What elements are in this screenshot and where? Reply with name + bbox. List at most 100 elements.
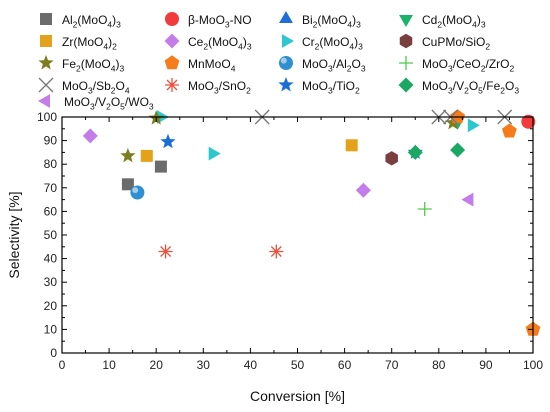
series-ce2-moo4-3 bbox=[82, 128, 371, 198]
data-point-beta-moo3-no bbox=[521, 114, 536, 129]
x-tick-label: 30 bbox=[197, 358, 211, 372]
legend-marker-bi2-moo4-3 bbox=[279, 11, 293, 23]
legend-item-moo3-v2o5-fe2o3: MoO3/V2O5/Fe2O3 bbox=[398, 77, 519, 96]
legend-item-zr-moo4-2: Zr(MoO4)2 bbox=[40, 35, 117, 52]
legend-label-ce2-moo4-3: Ce2(MoO4)3 bbox=[188, 35, 252, 52]
x-tick-label: 60 bbox=[338, 358, 352, 372]
legend-marker-moo3-al2o3 bbox=[279, 56, 293, 70]
legend-item-moo3-tio2: MoO3/TiO2 bbox=[278, 77, 360, 96]
y-tick-label: 100 bbox=[37, 110, 57, 124]
legend-item-moo3-al2o3: MoO3/Al2O3 bbox=[279, 56, 366, 74]
x-tick-label: 0 bbox=[59, 358, 66, 372]
legend-marker-ce2-moo4-3 bbox=[164, 33, 180, 49]
legend-label-moo3-al2o3: MoO3/Al2O3 bbox=[302, 57, 366, 74]
legend-label-moo3-v2o5-fe2o3: MoO3/V2O5/Fe2O3 bbox=[422, 79, 519, 96]
x-tick-label: 20 bbox=[150, 358, 164, 372]
legend-item-mnmoo4: MnMoO4 bbox=[164, 55, 236, 74]
series-moo3-tio2 bbox=[160, 133, 423, 159]
legend-marker-moo3-v2o5-fe2o3 bbox=[398, 77, 414, 93]
y-tick-label: 30 bbox=[44, 275, 58, 289]
legend-marker-beta-moo3-no bbox=[165, 12, 179, 26]
data-point-moo3-al2o3 bbox=[130, 185, 145, 200]
legend-marker-al2-moo4-3 bbox=[40, 13, 52, 25]
legend-label-cupmo-sio2: CuPMo/SiO2 bbox=[422, 35, 490, 52]
series-zr-moo4-2 bbox=[140, 139, 358, 162]
series-moo3-v2o5-fe2o3 bbox=[407, 142, 466, 160]
data-point-cr2-moo4-3 bbox=[467, 118, 480, 133]
series-cupmo-sio2 bbox=[385, 151, 398, 166]
legend-item-cr2-moo4-3: Cr2(MoO4)3 bbox=[282, 34, 363, 52]
legend-label-bi2-moo4-3: Bi2(MoO4)3 bbox=[302, 13, 361, 30]
data-point-moo3-sno2 bbox=[269, 244, 284, 259]
data-point-moo3-sno2 bbox=[158, 244, 173, 259]
legend-marker-moo3-v2o5-wo3 bbox=[38, 94, 50, 108]
data-point-moo3-ceo2-zro2 bbox=[417, 202, 432, 216]
legend-marker-cupmo-sio2 bbox=[399, 33, 413, 49]
legend: Al2(MoO4)3 β-MoO3-NO Bi2(MoO4)3 Cd2(MoO4)3 Z… bbox=[38, 11, 519, 112]
legend-marker-cr2-moo4-3 bbox=[282, 34, 294, 48]
legend-item-fe2-moo4-3: Fe2(MoO4)3 bbox=[38, 55, 124, 74]
y-axis-title: Selectivity [%] bbox=[6, 191, 22, 278]
y-tick-label: 90 bbox=[44, 134, 58, 148]
data-point-mnmoo4 bbox=[450, 109, 466, 124]
data-point-cupmo-sio2 bbox=[385, 151, 398, 166]
x-axis-title: Conversion [%] bbox=[250, 388, 345, 404]
data-point-ce2-moo4-3 bbox=[82, 128, 98, 144]
y-tick-label: 0 bbox=[50, 346, 57, 360]
y-tick-label: 70 bbox=[44, 181, 58, 195]
legend-label-mnmoo4: MnMoO4 bbox=[188, 57, 236, 74]
data-point-moo3-v2o5-fe2o3 bbox=[407, 144, 423, 160]
axes: 0 10 20 30 40 50 60 70 80 90 100 0 10 20 30 40 50 60 70 80 9… bbox=[6, 110, 543, 404]
y-tick-label: 60 bbox=[44, 204, 58, 218]
series-moo3-sno2 bbox=[158, 244, 284, 259]
legend-marker-moo3-tio2 bbox=[278, 77, 294, 92]
series-moo3-ceo2-zro2 bbox=[417, 202, 432, 216]
legend-item-moo3-sb2o4: MoO3/Sb2O4 bbox=[38, 77, 130, 96]
legend-item-beta-moo3-no: β-MoO3-NO bbox=[165, 12, 252, 30]
legend-item-ce2-moo4-3: Ce2(MoO4)3 bbox=[164, 33, 252, 52]
y-tick-label: 80 bbox=[44, 157, 58, 171]
data-point-zr-moo4-2 bbox=[345, 139, 358, 152]
legend-marker-cd2-moo4-3 bbox=[399, 15, 413, 27]
legend-item-moo3-ceo2-zro2: MoO3/CeO2/ZrO2 bbox=[399, 56, 515, 74]
data-point-ce2-moo4-3 bbox=[355, 182, 371, 198]
series-al2-moo4-3 bbox=[121, 160, 167, 191]
legend-marker-zr-moo4-2 bbox=[40, 35, 52, 47]
series-beta-moo3-no bbox=[521, 114, 536, 129]
data-point-moo3-v2o5-fe2o3 bbox=[450, 142, 466, 158]
data-point-zr-moo4-2 bbox=[140, 149, 153, 162]
data-point-cr2-moo4-3 bbox=[208, 146, 221, 161]
data-point-moo3-v2o5-wo3 bbox=[461, 192, 474, 207]
data-point-al2-moo4-3 bbox=[121, 178, 134, 191]
x-tick-label: 10 bbox=[102, 358, 116, 372]
legend-label-moo3-sno2: MoO3/SnO2 bbox=[188, 79, 251, 96]
legend-label-al2-moo4-3: Al2(MoO4)3 bbox=[62, 13, 121, 30]
legend-marker-moo3-sno2 bbox=[165, 78, 179, 92]
data-point-mnmoo4 bbox=[501, 123, 517, 138]
series-fe2-moo4-3 bbox=[120, 110, 461, 163]
y-tick-label: 50 bbox=[44, 228, 58, 242]
legend-item-moo3-v2o5-wo3: MoO3/V2O5/WO3 bbox=[38, 94, 154, 112]
plot-area bbox=[82, 109, 541, 336]
legend-label-moo3-tio2: MoO3/TiO2 bbox=[302, 79, 360, 96]
series-mnmoo4 bbox=[450, 109, 541, 336]
y-tick-label: 10 bbox=[44, 322, 58, 336]
legend-label-fe2-moo4-3: Fe2(MoO4)3 bbox=[62, 57, 124, 74]
legend-marker-moo3-ceo2-zro2 bbox=[399, 56, 413, 70]
y-tick-label: 20 bbox=[44, 299, 58, 313]
legend-label-moo3-v2o5-wo3: MoO3/V2O5/WO3 bbox=[64, 95, 154, 112]
legend-marker-moo3-sb2o4 bbox=[38, 77, 54, 93]
data-point-fe2-moo4-3 bbox=[120, 147, 136, 163]
legend-item-moo3-sno2: MoO3/SnO2 bbox=[165, 78, 251, 96]
data-point-moo3-tio2 bbox=[160, 133, 176, 149]
legend-label-moo3-ceo2-zro2: MoO3/CeO2/ZrO2 bbox=[422, 57, 515, 74]
legend-item-cd2-moo4-3: Cd2(MoO4)3 bbox=[399, 13, 486, 30]
series-cr2-moo4-3 bbox=[156, 110, 480, 161]
x-tick-label: 40 bbox=[244, 358, 258, 372]
legend-item-cupmo-sio2: CuPMo/SiO2 bbox=[399, 33, 490, 52]
legend-label-moo3-sb2o4: MoO3/Sb2O4 bbox=[62, 79, 130, 96]
data-point-al2-moo4-3 bbox=[154, 160, 167, 173]
legend-label-beta-moo3-no: β-MoO3-NO bbox=[188, 13, 252, 30]
